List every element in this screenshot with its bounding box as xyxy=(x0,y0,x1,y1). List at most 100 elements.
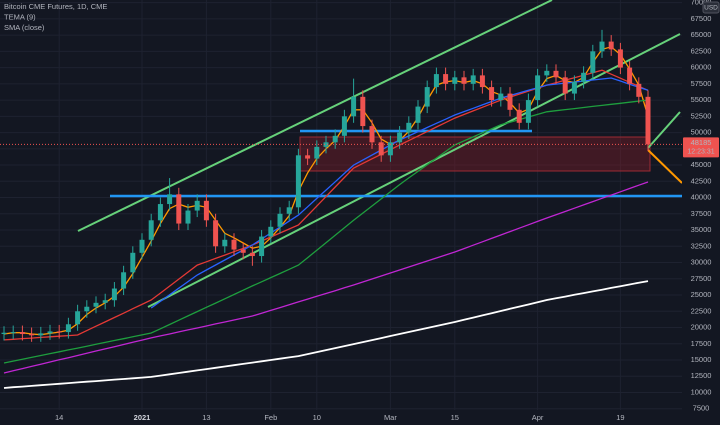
trend-line xyxy=(647,149,683,184)
y-tick-label: 67500 xyxy=(691,14,712,23)
candle-body xyxy=(121,272,127,289)
indicator-line xyxy=(3,181,649,374)
y-tick-label: 20000 xyxy=(691,323,712,332)
candle-body xyxy=(470,75,476,84)
price-label-box xyxy=(683,137,719,158)
price-label: 48185 xyxy=(691,138,712,147)
x-tick-label: Mar xyxy=(384,413,397,422)
indicator-line xyxy=(3,99,649,364)
candle-body xyxy=(111,288,117,301)
candle-body xyxy=(56,331,62,333)
candle-body xyxy=(157,204,163,221)
y-tick-label: 30000 xyxy=(691,258,712,267)
candle-body xyxy=(378,142,384,156)
candle-body xyxy=(213,220,219,247)
candle-body xyxy=(535,75,541,101)
candle-body xyxy=(627,67,633,84)
drawings xyxy=(77,0,683,308)
candle-body xyxy=(581,72,587,82)
candle-body xyxy=(323,142,329,147)
candle-body xyxy=(314,146,320,159)
candle-body xyxy=(295,155,301,208)
candle-body xyxy=(259,236,265,257)
x-tick-label: 15 xyxy=(451,413,459,422)
candle-body xyxy=(553,70,559,78)
y-tick-label: 52500 xyxy=(691,111,712,120)
candle-body xyxy=(240,249,246,253)
candle-body xyxy=(590,51,596,73)
y-tick-label: 60000 xyxy=(691,63,712,72)
candle-body xyxy=(369,126,375,143)
candle-body xyxy=(516,109,522,123)
currency-box xyxy=(702,1,720,14)
y-tick-label: 70000 xyxy=(691,0,712,7)
candle-body xyxy=(19,332,25,335)
candle-body xyxy=(268,226,274,237)
y-tick-label: 55000 xyxy=(691,95,712,104)
candle-body xyxy=(332,135,338,143)
candle-body xyxy=(443,74,449,84)
candle-body xyxy=(507,93,513,110)
candle-body xyxy=(461,77,467,84)
candle-body xyxy=(341,116,347,136)
candle-body xyxy=(645,96,651,145)
y-tick-label: 15000 xyxy=(691,355,712,364)
candle-body xyxy=(176,194,182,224)
candle-body xyxy=(38,333,44,336)
candle-body xyxy=(562,77,568,94)
y-tick-label: 35000 xyxy=(691,225,712,234)
countdown-label: 12:23:31 xyxy=(687,149,714,156)
y-tick-label: 17500 xyxy=(691,339,712,348)
x-tick-label: Apr xyxy=(532,413,544,422)
y-tick-label: 25000 xyxy=(691,290,712,299)
candle-body xyxy=(277,213,283,227)
candle-body xyxy=(489,87,495,101)
candle-body xyxy=(415,106,421,123)
candle-body xyxy=(397,132,403,143)
candle-body xyxy=(10,332,16,334)
candle-body xyxy=(424,87,430,107)
candle-body xyxy=(203,200,209,221)
candle-body xyxy=(599,41,605,52)
y-tick-label: 45000 xyxy=(691,160,712,169)
candle-body xyxy=(185,210,191,224)
candle-body xyxy=(65,324,71,333)
x-tick-label: 13 xyxy=(202,413,210,422)
candle-body xyxy=(47,331,53,334)
candle-body xyxy=(544,70,550,76)
y-tick-label: 37500 xyxy=(691,209,712,218)
y-tick-label: 10000 xyxy=(691,387,712,396)
candle-body xyxy=(305,155,311,159)
candle-body xyxy=(148,220,154,240)
y-tick-label: 32500 xyxy=(691,241,712,250)
candle-body xyxy=(479,75,485,88)
trend-line xyxy=(647,111,681,149)
candle-body xyxy=(571,81,577,94)
y-tick-label: 7500 xyxy=(693,404,710,413)
candle-body xyxy=(29,334,35,336)
legend-entry: TEMA (9) xyxy=(4,12,36,21)
y-tick-label: 27500 xyxy=(691,274,712,283)
indicators xyxy=(3,46,649,389)
candle-body xyxy=(102,300,108,303)
candle-body xyxy=(351,96,357,117)
y-tick-label: 50000 xyxy=(691,128,712,137)
candle-body xyxy=(194,200,200,211)
channel-lower xyxy=(147,33,681,308)
candle-body xyxy=(75,311,81,325)
x-tick-label: 10 xyxy=(313,413,321,422)
candle-body xyxy=(1,332,7,335)
x-tick-label: 14 xyxy=(55,413,63,422)
candle-body xyxy=(84,306,90,312)
candle-body xyxy=(636,83,642,97)
candle-body xyxy=(617,49,623,68)
candle-body xyxy=(433,74,439,88)
candle-body xyxy=(525,100,531,123)
candles xyxy=(0,29,682,342)
candle-body xyxy=(498,93,504,101)
candle-body xyxy=(93,302,99,307)
candle-body xyxy=(130,252,136,273)
legend-title: Bitcoin CME Futures, 1D, CME xyxy=(4,2,107,11)
candle-body xyxy=(452,77,458,84)
